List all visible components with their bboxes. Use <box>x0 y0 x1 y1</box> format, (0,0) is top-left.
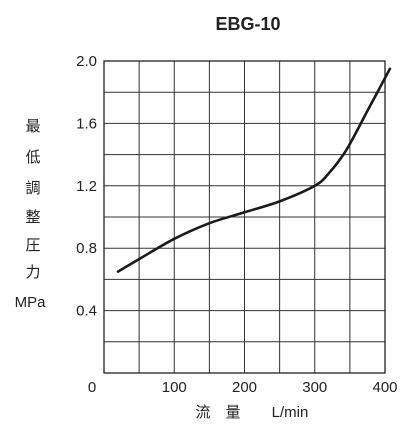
x-tick-label: 100 <box>162 379 187 396</box>
y-tick-label: 0.8 <box>76 240 97 257</box>
y-tick-label: 2.0 <box>76 53 97 70</box>
series-layer <box>116 67 392 273</box>
chart-title: EBG-10 <box>215 14 280 34</box>
x-label-unit: L/min <box>272 404 309 421</box>
y-label-char: 調 <box>25 179 40 197</box>
y-label-char: 圧 <box>25 236 40 254</box>
x-tick-label: 200 <box>232 379 257 396</box>
y-axis-label: 最 低 調 整 圧 力 MPa <box>15 117 47 311</box>
x-tick-label: 400 <box>372 379 397 396</box>
y-tick-label: 1.6 <box>76 115 97 132</box>
plot-frame <box>103 60 386 374</box>
y-label-unit: MPa <box>15 294 47 311</box>
grid <box>104 61 385 373</box>
y-label-char: 低 <box>25 148 40 166</box>
x-tick-labels: 0 100 200 300 400 <box>88 379 398 396</box>
x-tick-label: 300 <box>302 379 327 396</box>
y-label-char: 最 <box>25 117 40 135</box>
x-axis-label: 流 量 L/min <box>195 403 308 421</box>
y-label-char: 整 <box>25 208 40 226</box>
y-tick-label: 1.2 <box>76 178 97 195</box>
y-label-char: 力 <box>25 263 40 281</box>
x-tick-label: 0 <box>88 379 96 396</box>
x-label-text: 流 量 <box>195 403 240 421</box>
y-tick-labels: 0.4 0.8 1.2 1.6 2.0 <box>76 53 97 320</box>
y-tick-label: 0.4 <box>76 303 97 320</box>
series-line <box>116 67 392 273</box>
plot-border <box>103 60 386 374</box>
